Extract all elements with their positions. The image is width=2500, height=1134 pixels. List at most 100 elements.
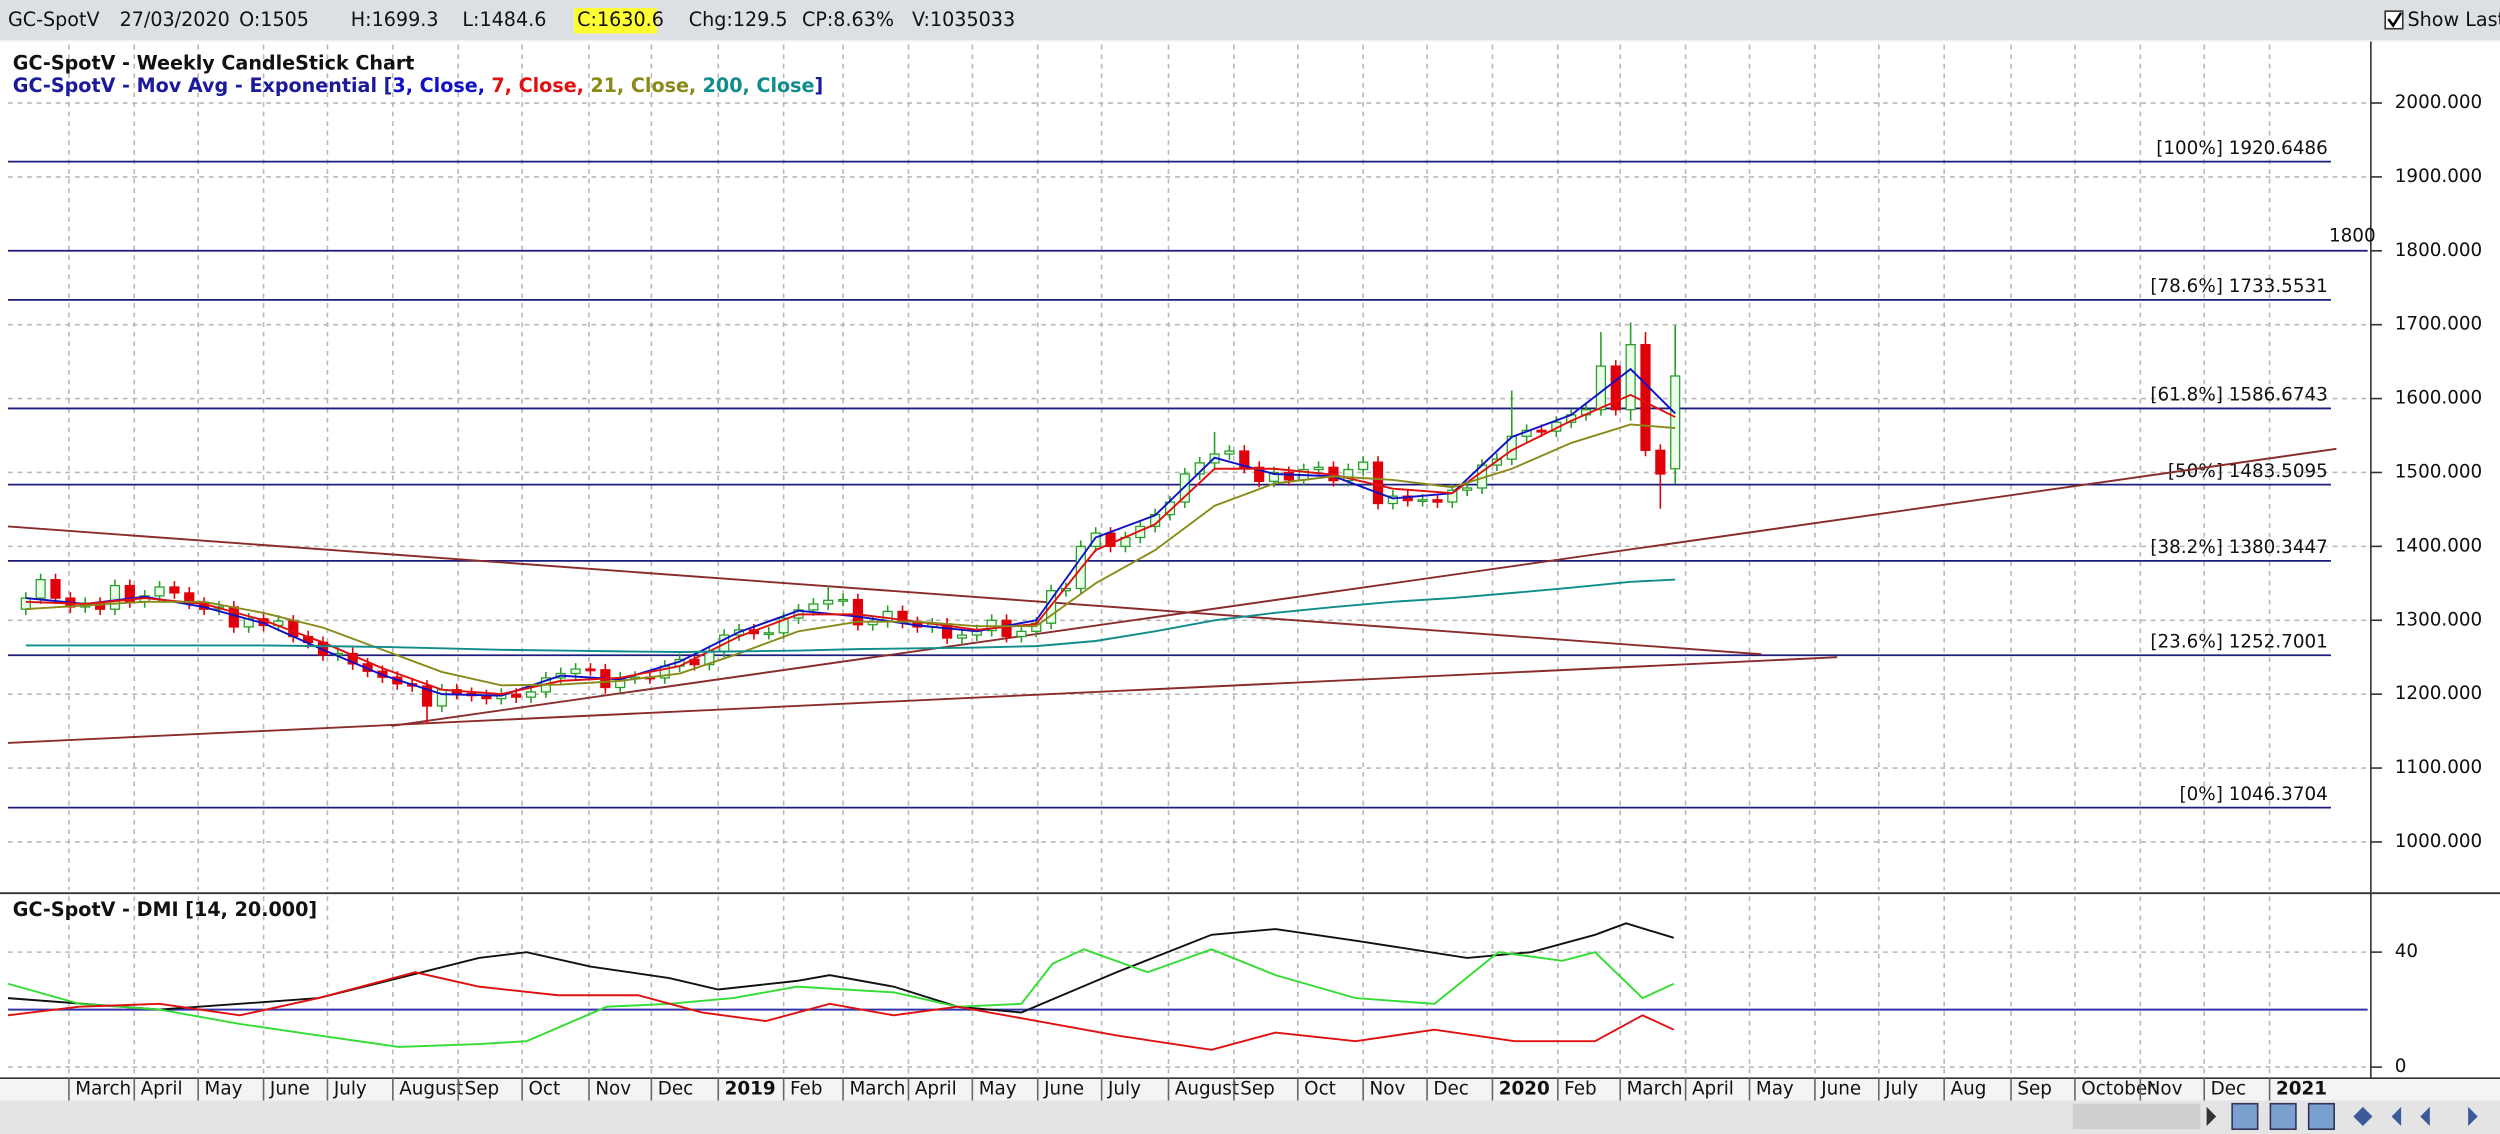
x-tick-label: May [1756,1078,1794,1099]
trendline [7,525,1762,656]
candle-body [1655,449,1666,475]
candle-body [852,598,864,626]
x-tick-label: 2020 [1499,1078,1550,1099]
candle-body [20,597,31,610]
candle-body [1343,468,1354,482]
candle-body [1090,532,1101,548]
x-tick-label: Nov [595,1078,631,1099]
y-tick-label: 1100.000 [2395,757,2482,778]
zoom-icon[interactable] [2307,1102,2335,1131]
x-tick-label: March [1627,1078,1683,1099]
moving-average [25,367,1676,697]
trendline [7,656,1838,744]
candle-body [1268,471,1280,482]
x-tick-label: October [2081,1078,2155,1099]
x-tick-label: May [205,1078,243,1099]
zoom-icon[interactable] [2231,1102,2259,1131]
x-tick-label: Oct [1304,1078,1336,1099]
moving-average [25,578,1676,653]
candle-body [1625,344,1636,411]
candle-body [1254,466,1265,482]
y-tick-label: 40 [2395,941,2418,962]
candle-body [525,691,537,698]
level-label: [0%] 1046.3704 [2180,784,2328,805]
x-tick-label: March [849,1078,905,1099]
candle-body [1462,487,1473,491]
level-label: [61.8%] 1586.6743 [2150,385,2327,406]
candle-body [35,578,46,599]
y-tick-label: 1700.000 [2395,314,2482,335]
x-tick-label: August [1175,1078,1239,1099]
x-tick-label: Sep [465,1078,500,1099]
trendline [391,447,2337,727]
candle-body [570,668,581,675]
x-tick-label: July [1884,1078,1918,1099]
legend-entry: 200, Close [703,74,815,97]
zoom-icon[interactable] [2269,1102,2297,1131]
scroll-right[interactable] [2206,1106,2217,1127]
open: O:1505 [239,8,309,31]
x-tick-label: March [75,1078,131,1099]
plot-bg [0,41,2500,1079]
nav-right[interactable] [2468,1106,2478,1127]
x-axis-bg [0,1078,2500,1101]
candle-body [1417,499,1428,503]
candle-body [1536,429,1547,433]
level-label: 1800 [2329,225,2376,246]
y-tick-label: 1200.000 [2395,683,2482,704]
nav-left[interactable] [2420,1106,2430,1127]
scroll-thumb[interactable] [2072,1103,2201,1130]
x-tick-label: June [1043,1078,1084,1099]
chart-title: GC-SpotV - Weekly CandleStick Chart [13,51,415,74]
candle-body [1179,473,1190,503]
candle-body [1283,471,1294,481]
candle-body [1060,587,1072,592]
candle-body [109,584,121,610]
candle-body [1670,375,1681,470]
legend-suffix: ] [815,74,824,97]
nav-icon[interactable] [2353,1106,2373,1127]
x-tick-label: July [1107,1078,1141,1099]
x-tick-label: Dec [1433,1078,1468,1099]
x-tick-label: Feb [1564,1078,1596,1099]
candle-body [1372,461,1384,505]
candle-body [1595,365,1607,411]
candle-body [169,586,180,594]
dmi-line [7,922,1675,1014]
moving-average [25,423,1676,687]
x-tick-label: 2019 [725,1078,776,1099]
candle-body [1432,499,1443,503]
y-tick-label: 2000.000 [2395,92,2482,113]
candle-body [1105,532,1116,548]
low: L:1484.6 [462,8,546,31]
legend-prefix: GC-SpotV - Mov Avg - Exponential [ [13,74,393,97]
candle-body [956,634,968,639]
x-tick-label: Aug [1951,1078,1987,1099]
x-tick-label: Feb [790,1078,822,1099]
y-tick-label: 1500.000 [2395,461,2482,482]
change-pct: CP:8.63% [802,8,894,31]
x-tick-label: April [915,1078,957,1099]
date: 27/03/2020 [120,8,230,31]
x-tick-label: Nov [2147,1078,2183,1099]
nav-left[interactable] [2391,1106,2402,1127]
close: C:1630.6 [577,8,664,31]
x-tick-label: August [399,1078,463,1099]
legend-entry: 7, Close, [491,74,584,97]
x-tick-label: Nov [1370,1078,1406,1099]
close-highlight [573,7,657,34]
high: H:1699.3 [351,8,439,31]
candle-body [808,603,819,611]
candle-body [763,632,774,636]
x-tick-label: Dec [2211,1078,2246,1099]
header-bar [0,0,2500,40]
dmi-title: GC-SpotV - DMI [14, 20.000] [13,898,317,921]
x-tick-label: 2021 [2276,1078,2327,1099]
show-last-label: Show Last [2408,8,2500,31]
x-tick-label: April [1692,1078,1734,1099]
plot-layer: March April May June July August Sep Oct Nov Dec 2… [7,44,2482,1101]
symbol: GC-SpotV [8,8,100,31]
change: Chg:129.5 [689,8,788,31]
candle-body [585,668,596,672]
candle-body [1358,461,1369,471]
